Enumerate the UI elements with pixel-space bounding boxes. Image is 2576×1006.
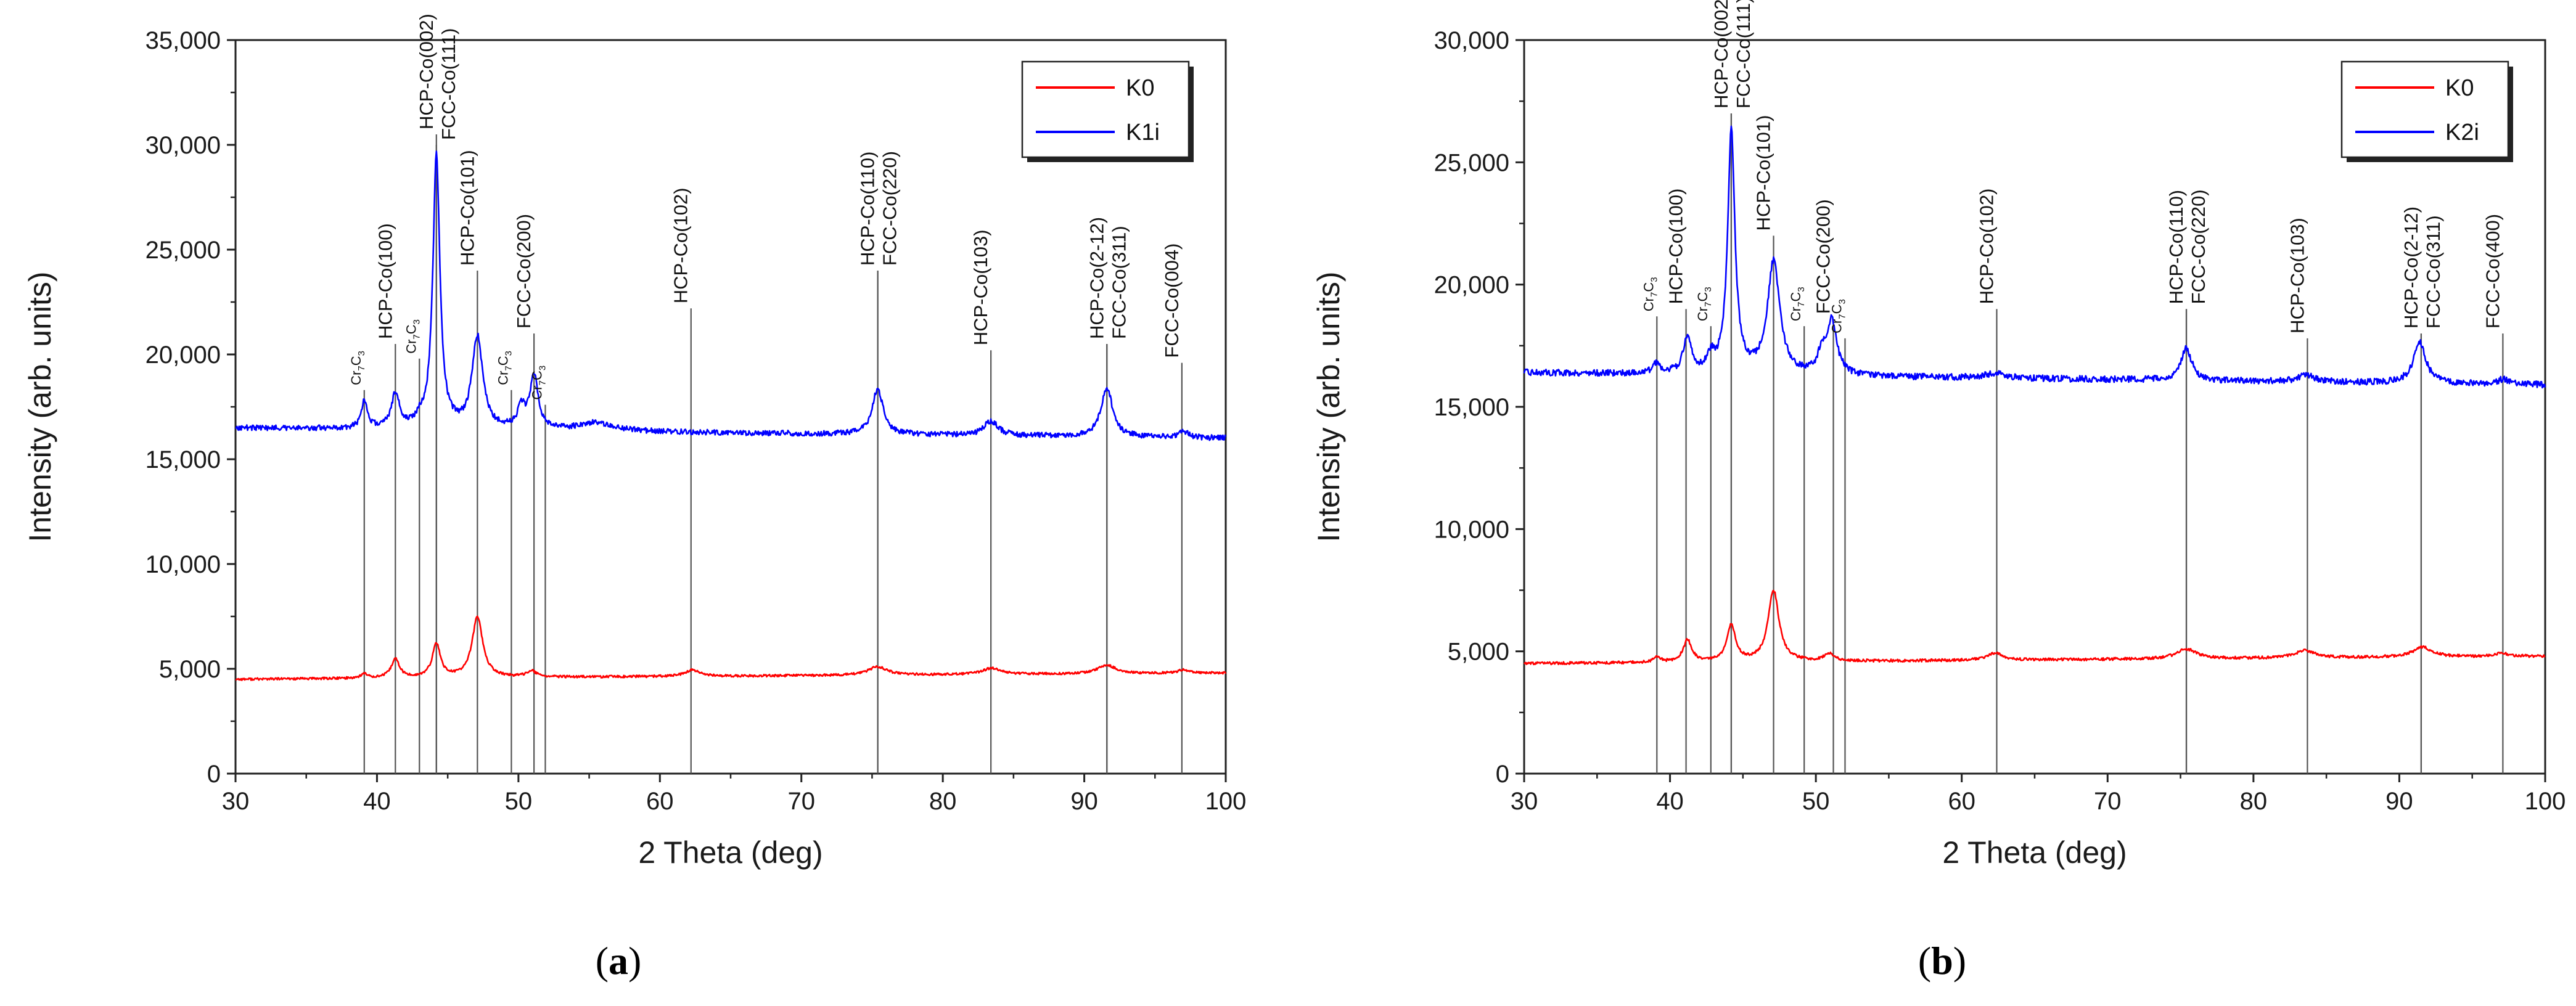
peak-label: HCP-Co(2-12) — [2400, 207, 2422, 329]
x-tick-label: 30 — [1511, 788, 1538, 815]
x-axis-label: 2 Theta (deg) — [638, 835, 822, 870]
y-tick-label: 0 — [207, 761, 221, 788]
series-line-k0 — [1523, 589, 2546, 666]
peak-label: FCC-Co(311) — [2422, 215, 2444, 329]
peak-label: FCC-Co(311) — [1108, 226, 1130, 339]
peak-label: HCP-Co(101) — [456, 150, 478, 266]
y-tick-label: 10,000 — [146, 551, 221, 578]
series-line-k1i — [235, 150, 1227, 441]
x-tick-label: 90 — [1070, 788, 1098, 815]
peak-label: FCC-Co(220) — [2188, 189, 2209, 304]
carbide-peak-label: Cr7C3 — [348, 351, 367, 385]
legend-box — [1021, 60, 1190, 158]
y-tick-label: 15,000 — [1434, 394, 1509, 421]
x-tick-label: 100 — [1205, 788, 1247, 815]
chart-panel-a: 30 40 50 60 70 80 90 100 0 5,000 10,000 15,000 20,00… — [23, 14, 1246, 983]
carbide-peak-label: Cr7C3 — [529, 366, 548, 400]
y-tick-label: 20,000 — [146, 341, 221, 369]
peak-label: HCP-Co(100) — [1665, 189, 1687, 305]
peak-label: FCC-Co(111) — [1733, 0, 1754, 108]
x-tick-label: 70 — [2094, 788, 2122, 815]
carbide-peak-label: Cr7C3 — [1695, 287, 1713, 321]
peak-label: FCC-Co(200) — [513, 214, 535, 329]
x-tick-label: 40 — [1656, 788, 1684, 815]
x-tick-label: 60 — [1948, 788, 1975, 815]
carbide-peak-label: Cr7C3 — [403, 319, 422, 354]
series-line-k2i — [1523, 125, 2546, 389]
series-line-k0 — [235, 615, 1227, 681]
y-tick-label: 25,000 — [1434, 149, 1509, 176]
carbide-peak-label: Cr7C3 — [495, 351, 514, 385]
y-tick-label: 20,000 — [1434, 272, 1509, 299]
peak-label: HCP-Co(101) — [1753, 115, 1774, 231]
peak-label: HCP-Co(110) — [857, 152, 879, 266]
carbide-peak-label: Cr7C3 — [1788, 287, 1807, 321]
x-tick-label: 80 — [2240, 788, 2268, 815]
legend-box — [2340, 60, 2509, 158]
panel-label: (b) — [1918, 939, 1966, 983]
legend-label: K0 — [2445, 75, 2474, 101]
x-tick-label: 50 — [505, 788, 533, 815]
peak-label: HCP-Co(102) — [1975, 189, 1997, 305]
peak-label: HCP-Co(002) — [416, 14, 437, 129]
x-tick-label: 80 — [929, 788, 957, 815]
y-tick-label: 10,000 — [1434, 516, 1509, 543]
x-tick-label: 40 — [363, 788, 391, 815]
peak-label: HCP-Co(2-12) — [1086, 217, 1107, 339]
peak-label: HCP-Co(110) — [2165, 190, 2187, 304]
y-tick-label: 0 — [1496, 761, 1509, 788]
x-tick-label: 90 — [2385, 788, 2413, 815]
peak-label: HCP-Co(103) — [2286, 218, 2308, 333]
peak-label: FCC-Co(004) — [1161, 243, 1183, 358]
peak-label: HCP-Co(102) — [670, 187, 692, 303]
x-tick-label: 60 — [646, 788, 674, 815]
peak-label: HCP-Co(100) — [374, 223, 396, 339]
peak-label: FCC-Co(400) — [2482, 214, 2503, 329]
y-tick-label: 30,000 — [1434, 27, 1509, 54]
x-tick-label: 70 — [787, 788, 815, 815]
x-tick-label: 30 — [222, 788, 250, 815]
peak-label: FCC-Co(111) — [438, 28, 459, 140]
panel-label: (a) — [596, 939, 642, 983]
legend-label: K1i — [1126, 120, 1160, 145]
peak-label: HCP-Co(103) — [970, 229, 991, 345]
peak-label: FCC-Co(200) — [1813, 199, 1834, 314]
y-axis-label: Intensity (arb. units) — [23, 271, 57, 542]
x-tick-label: 50 — [1802, 788, 1830, 815]
y-tick-label: 35,000 — [146, 27, 221, 54]
y-tick-label: 15,000 — [146, 446, 221, 473]
y-tick-label: 25,000 — [146, 237, 221, 264]
chart-panel-b: 30 40 50 60 70 80 90 100 0 5,000 10,000 15,000 20,00… — [1311, 0, 2566, 983]
legend-label: K2i — [2445, 120, 2479, 145]
peak-label: HCP-Co(002) — [1710, 0, 1732, 108]
x-tick-label: 100 — [2525, 788, 2566, 815]
y-tick-label: 30,000 — [146, 132, 221, 159]
peak-label: FCC-Co(220) — [879, 151, 901, 266]
y-tick-label: 5,000 — [1448, 639, 1509, 666]
carbide-peak-label: Cr7C3 — [1641, 277, 1659, 311]
y-tick-label: 5,000 — [159, 656, 221, 683]
x-axis-label: 2 Theta (deg) — [1942, 835, 2127, 870]
y-axis-label: Intensity (arb. units) — [1311, 271, 1346, 542]
carbide-peak-label: Cr7C3 — [1829, 299, 1847, 333]
legend-label: K0 — [1126, 75, 1154, 101]
